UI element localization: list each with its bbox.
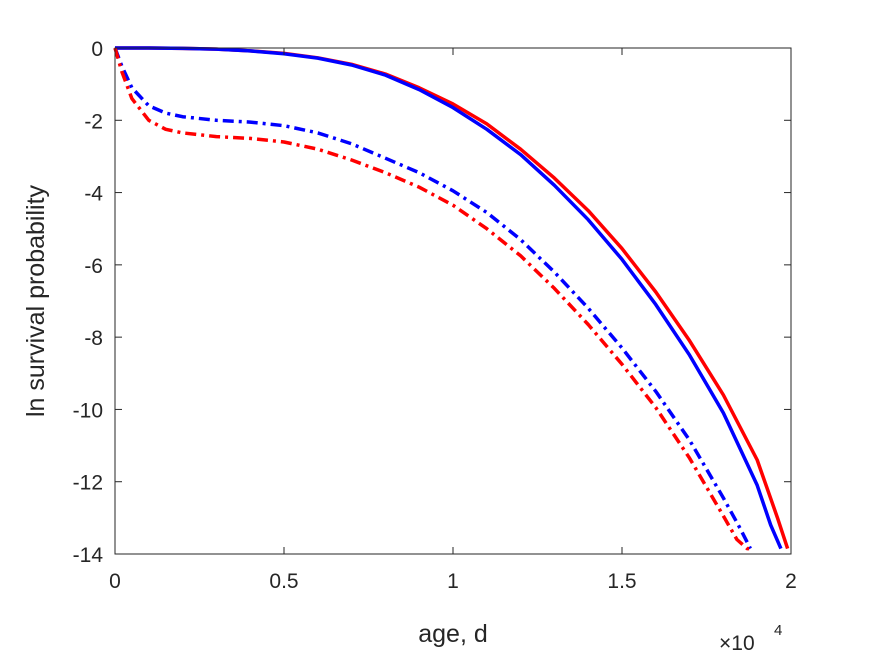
x-axis-multiplier: ×10 4: [719, 622, 782, 655]
x-axis-label: age, d: [418, 620, 488, 648]
x-axis-multiplier-exponent: 4: [774, 622, 782, 639]
y-tick-label-0: 0: [91, 38, 103, 61]
series-line-2-solid: [115, 46, 783, 550]
series-line-4-dashdot: [113, 47, 754, 551]
x-tick-label-1: 0.5: [269, 570, 298, 593]
y-axis-label: ln survival probability: [22, 184, 50, 417]
x-tick-label-2: 1: [447, 570, 459, 593]
series-layer: [113, 46, 790, 551]
x-tick-label-4: 2: [785, 570, 797, 593]
y-tick-label-6: -12: [73, 472, 103, 495]
y-tick-label-1: -2: [84, 110, 103, 133]
x-tick-label-0: 0: [109, 570, 121, 593]
y-tick-label-7: -14: [73, 544, 104, 567]
x-tick-label-3: 1.5: [607, 570, 636, 593]
y-tick-label-5: -10: [73, 399, 103, 422]
tick-label-layer: 0 0.5 1 1.5 2 0 -2 -4 -6 -8 -10 -12 -14: [73, 38, 797, 593]
plot-area: [115, 48, 791, 554]
y-tick-label-2: -4: [84, 183, 103, 206]
y-tick-label-3: -6: [84, 255, 103, 278]
y-tick-label-4: -8: [84, 327, 103, 350]
series-line-3-dashdot: [113, 47, 752, 550]
x-axis-multiplier-base: ×10: [719, 632, 755, 655]
plot-frame: [114, 47, 792, 555]
